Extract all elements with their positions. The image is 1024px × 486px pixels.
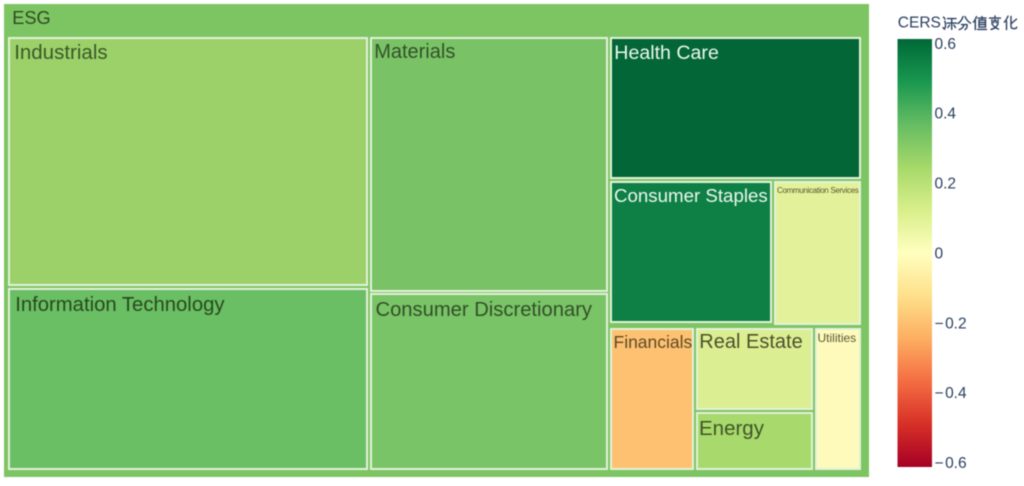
svg-text:0: 0	[935, 245, 944, 262]
svg-text:−0.4: −0.4	[935, 385, 967, 402]
svg-text:0.6: 0.6	[935, 36, 957, 53]
svg-text:0.2: 0.2	[935, 176, 957, 193]
svg-text:−0.6: −0.6	[935, 455, 967, 472]
svg-text:0.4: 0.4	[935, 106, 957, 123]
svg-text:−0.2: −0.2	[935, 315, 967, 332]
svg-text:CERS: CERS	[898, 15, 941, 32]
